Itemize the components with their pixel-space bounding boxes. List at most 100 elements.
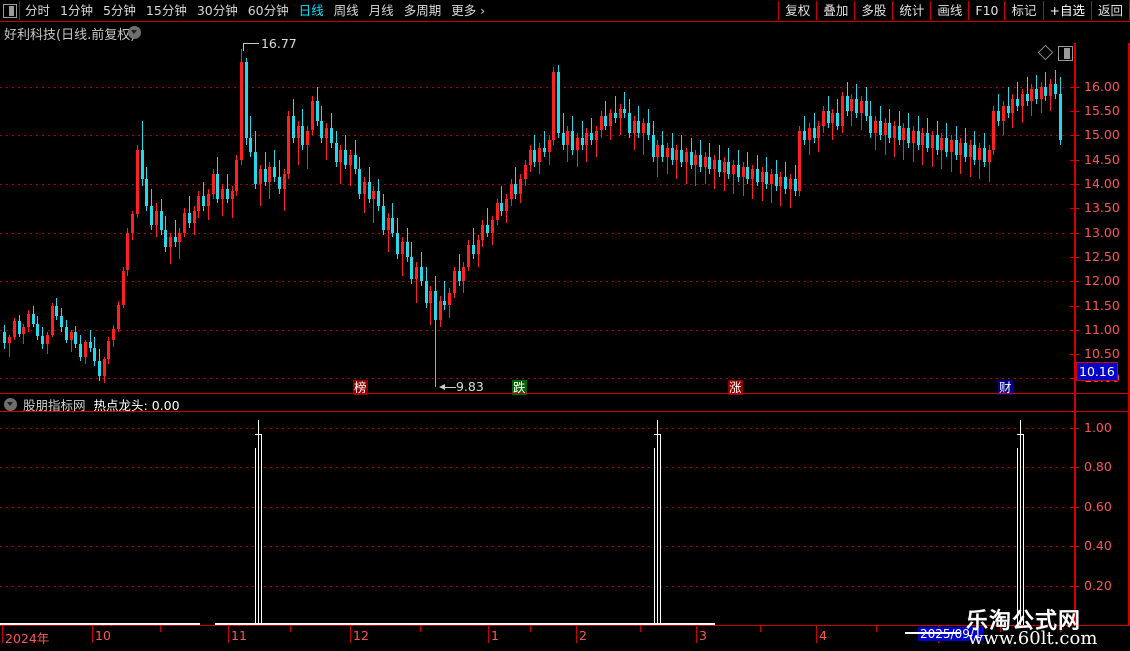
- candle-wick: [894, 120, 895, 158]
- toolbar-button-4[interactable]: 画线: [930, 1, 968, 20]
- watermark-url: www.60lt.com: [968, 628, 1098, 649]
- period-tab-10[interactable]: 更多 ›: [451, 3, 486, 18]
- price-gridline: [0, 232, 1066, 234]
- period-tab-4[interactable]: 30分钟: [196, 3, 238, 18]
- toolbar-button-0[interactable]: 复权: [778, 1, 816, 20]
- candle-body: [699, 154, 702, 167]
- candle-wick: [340, 145, 341, 184]
- price-tick: [1070, 183, 1079, 185]
- event-marker[interactable]: 涨: [728, 380, 743, 395]
- event-marker[interactable]: 榜: [353, 380, 368, 395]
- date-tick: [350, 626, 351, 643]
- candle-body: [647, 123, 650, 136]
- candle-body: [533, 149, 536, 163]
- candle-wick: [179, 227, 180, 260]
- candle-body: [325, 128, 328, 138]
- candle-body: [784, 176, 787, 189]
- toolbar-button-5[interactable]: F10: [968, 1, 1004, 20]
- candle-wick: [989, 145, 990, 182]
- candle-body: [387, 218, 390, 231]
- candle-wick: [203, 181, 204, 211]
- indicator-tick-label: 0.40: [1084, 538, 1112, 554]
- toolbar-button-2[interactable]: 多股: [854, 1, 892, 20]
- candle-body: [216, 174, 219, 199]
- period-tab-9[interactable]: 多周期: [403, 3, 442, 18]
- date-tick-label: 12: [353, 628, 369, 643]
- candle-wick: [298, 120, 299, 165]
- split-pane-icon[interactable]: [0, 1, 20, 20]
- price-tick: [1070, 281, 1079, 283]
- toolbar-button-6[interactable]: 标记: [1004, 1, 1042, 20]
- date-tick-label: 1: [491, 628, 499, 643]
- indicator-spike: [261, 433, 262, 625]
- period-tab-1[interactable]: 1分钟: [60, 3, 93, 18]
- candle-wick: [586, 128, 587, 163]
- price-tick-label: 15.00: [1084, 127, 1120, 143]
- chevron-down-circle-icon[interactable]: [4, 397, 17, 411]
- toolbar-button-3[interactable]: 统计: [892, 1, 930, 20]
- toolbar-actions: 复权 叠加 多股 统计 画线 F10 标记 +自选 返回: [778, 0, 1130, 21]
- toolbar-button-8[interactable]: 返回: [1090, 1, 1130, 20]
- candle-body: [41, 335, 44, 345]
- candle-body: [74, 332, 77, 345]
- period-tab-2[interactable]: 5分钟: [102, 3, 136, 18]
- candle-body: [112, 328, 115, 341]
- candle-wick: [388, 213, 389, 252]
- price-tick: [1070, 86, 1079, 88]
- candle-body: [396, 232, 399, 255]
- candle-body: [926, 132, 929, 148]
- candle-body: [462, 266, 465, 282]
- candle-body: [188, 213, 191, 223]
- period-tab-8[interactable]: 月线: [368, 3, 394, 18]
- period-tab-5[interactable]: 60分钟: [247, 3, 289, 18]
- candle-wick: [970, 140, 971, 177]
- period-tab-3[interactable]: 15分钟: [145, 3, 187, 18]
- split-pane-icon[interactable]: [1058, 46, 1073, 61]
- indicator-name-value: 热点龙头: 0.00: [93, 397, 180, 413]
- price-tick: [1070, 111, 1079, 113]
- price-chart[interactable]: [0, 43, 1066, 393]
- chevron-down-circle-icon[interactable]: [128, 26, 141, 39]
- candle-body: [65, 327, 68, 340]
- candle-body: [382, 205, 385, 231]
- candle-body: [566, 130, 569, 146]
- candle-wick: [941, 132, 942, 170]
- candle-body: [169, 237, 172, 248]
- candle-wick: [23, 323, 24, 345]
- candle-body: [685, 152, 688, 163]
- indicator-chart[interactable]: [0, 412, 1066, 625]
- current-date-badge: 2025/09/1: [918, 627, 984, 641]
- candle-body: [339, 149, 342, 163]
- candle-body: [372, 191, 375, 199]
- date-tick: [696, 626, 697, 643]
- candle-body: [628, 113, 631, 133]
- toolbar-button-1[interactable]: 叠加: [816, 1, 854, 20]
- indicator-spike-cap: [255, 433, 262, 435]
- candle-wick: [733, 159, 734, 194]
- candle-body: [358, 169, 361, 194]
- candle-body: [789, 179, 792, 189]
- candle-body: [661, 145, 664, 158]
- candle-body: [155, 210, 158, 226]
- period-tab-7[interactable]: 周线: [333, 3, 359, 18]
- candle-body: [604, 115, 607, 126]
- candle-body: [297, 125, 300, 138]
- candle-body: [254, 152, 257, 184]
- candle-wick: [284, 169, 285, 211]
- candle-body: [931, 135, 934, 148]
- period-tab-0[interactable]: 分时: [25, 3, 51, 18]
- candle-body: [940, 137, 943, 150]
- toolbar-button-7[interactable]: +自选: [1042, 1, 1091, 20]
- candle-body: [590, 132, 593, 141]
- period-tab-6[interactable]: 日线: [298, 3, 324, 18]
- candle-body: [301, 125, 304, 146]
- event-marker[interactable]: 财: [998, 380, 1013, 395]
- candle-body: [761, 171, 764, 182]
- candle-body: [36, 323, 39, 336]
- event-marker[interactable]: 跌: [512, 380, 527, 395]
- price-axis: 16.00 15.50 15.00 14.50 14.00 13.50 13.00 12.50…: [1066, 43, 1130, 625]
- candle-body: [1054, 84, 1057, 95]
- candle-body: [51, 306, 54, 335]
- date-tick-label: 11: [231, 628, 247, 643]
